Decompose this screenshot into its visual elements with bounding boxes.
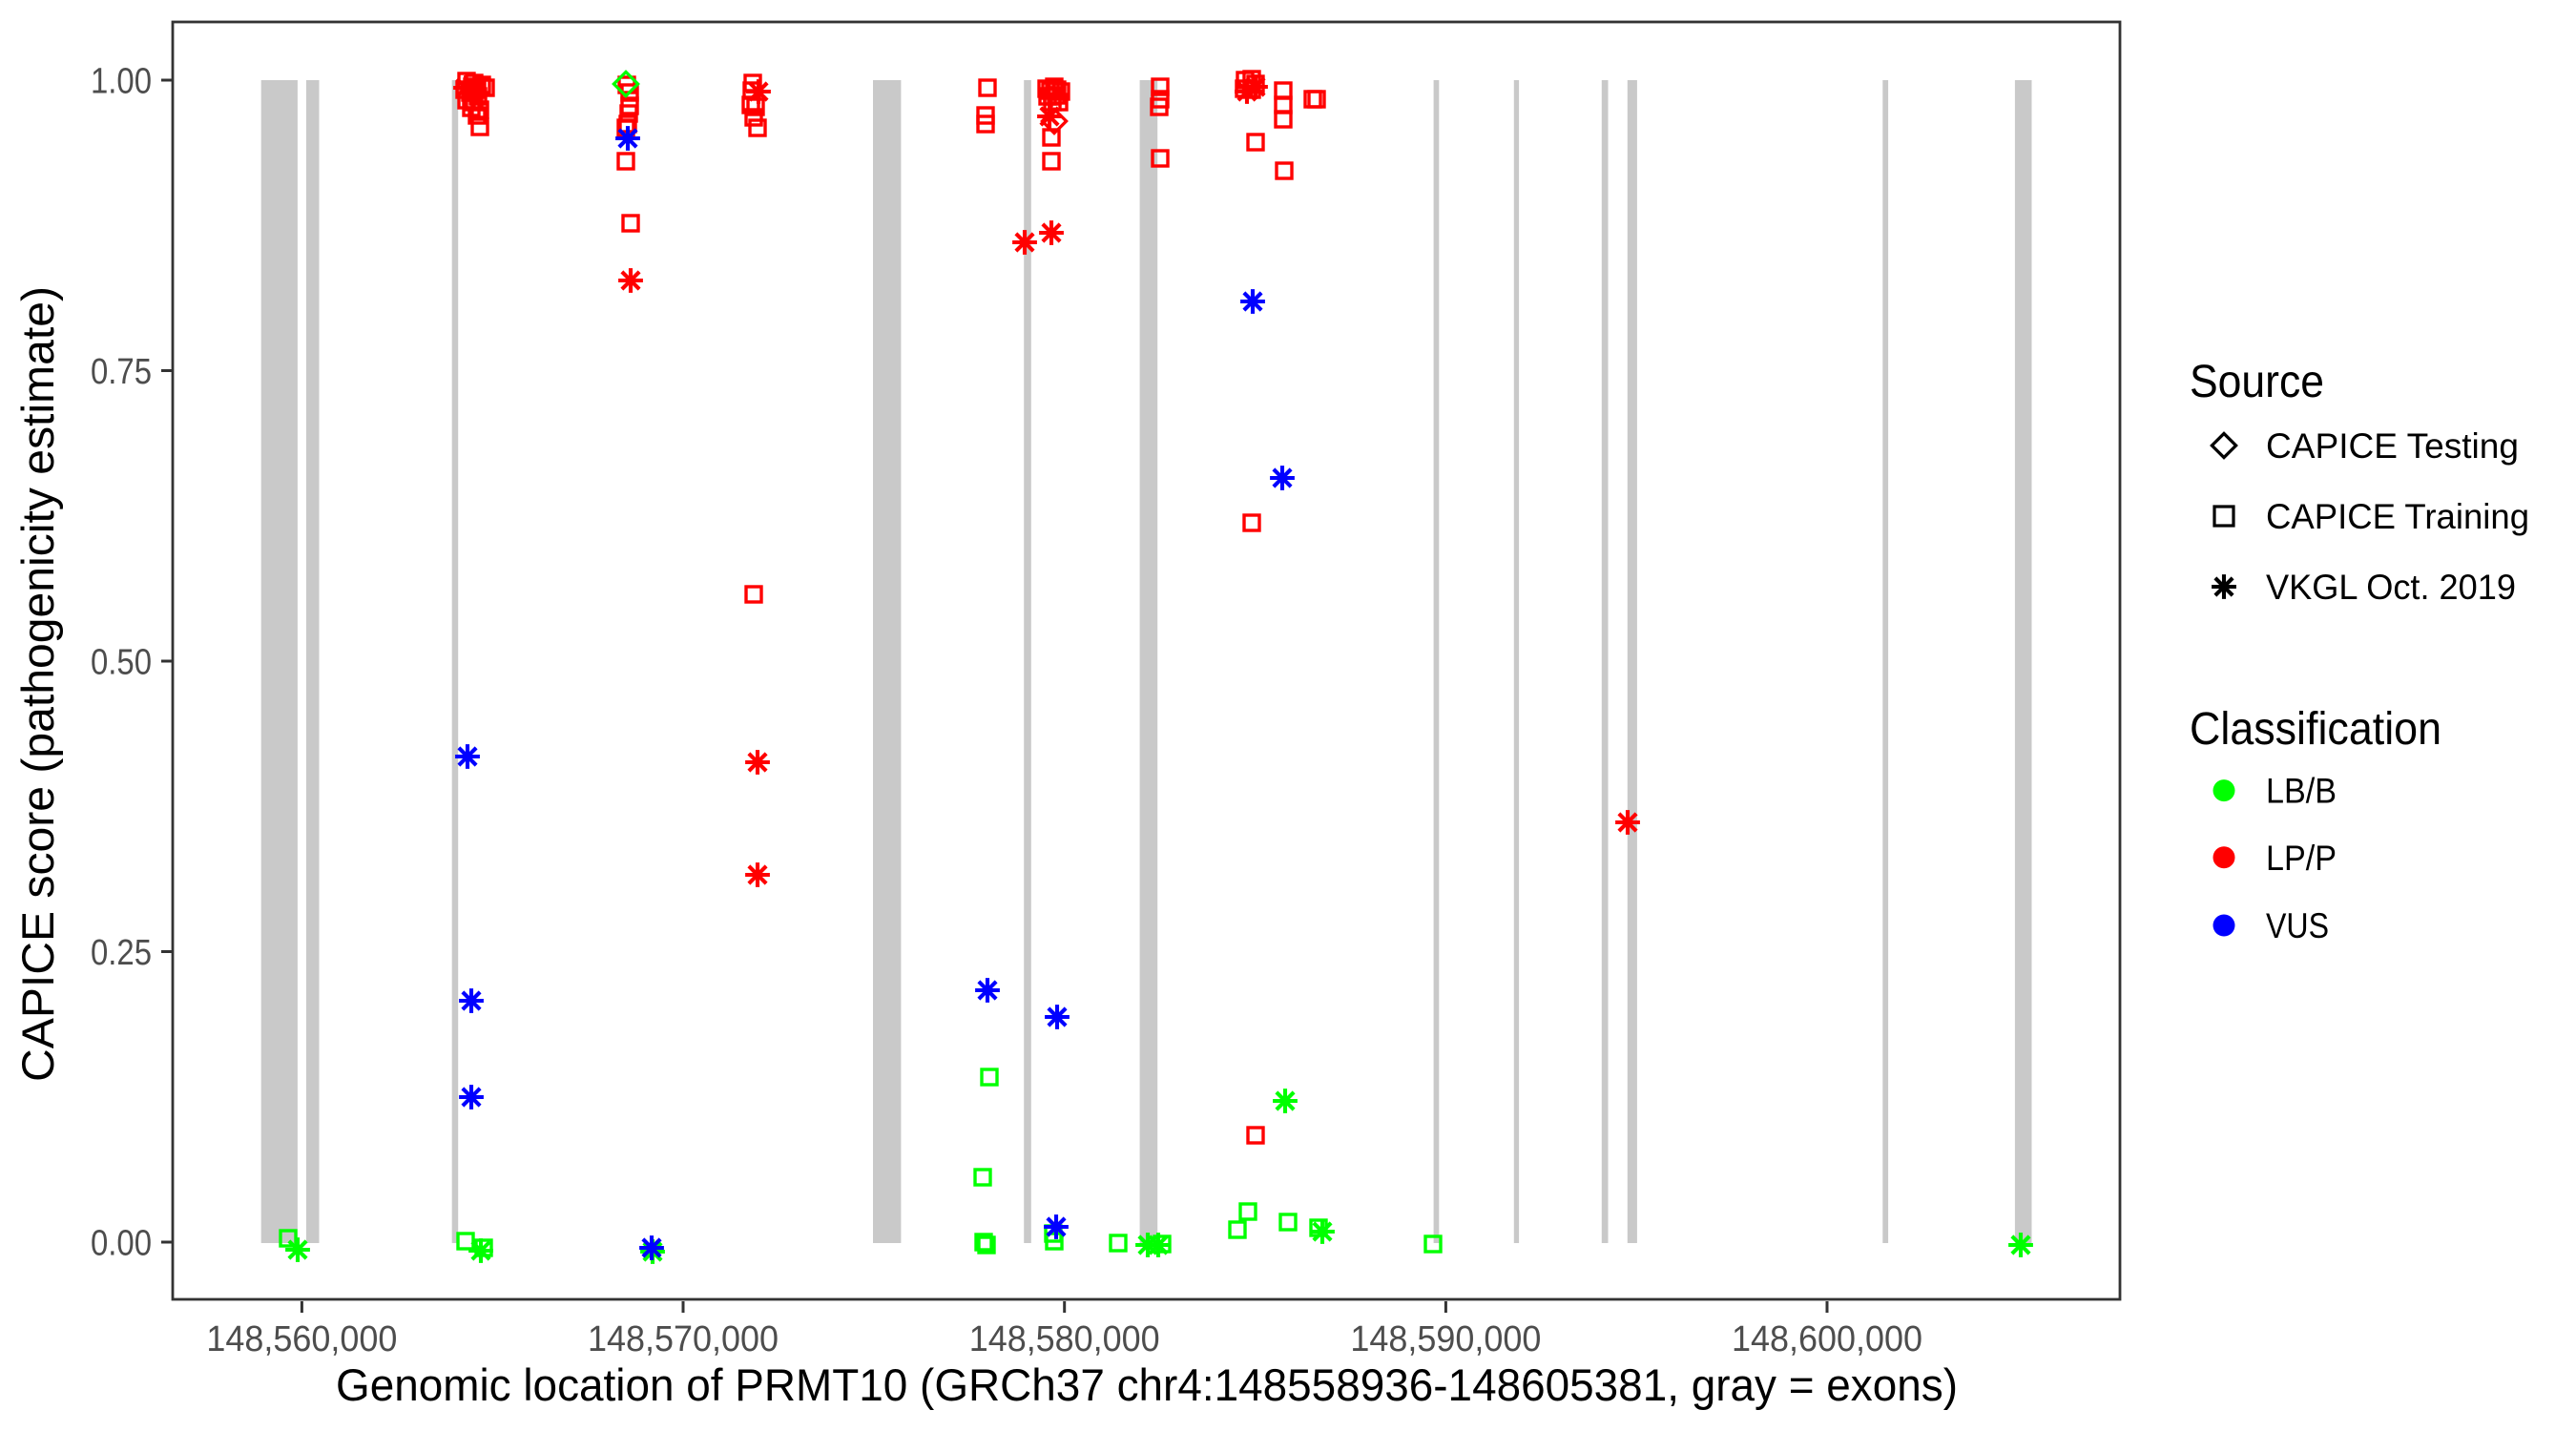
svg-text:148,600,000: 148,600,000 bbox=[1732, 1319, 1922, 1359]
svg-text:LP/P: LP/P bbox=[2266, 839, 2337, 878]
svg-text:VKGL Oct. 2019: VKGL Oct. 2019 bbox=[2266, 568, 2516, 607]
svg-text:CAPICE Training: CAPICE Training bbox=[2266, 497, 2529, 536]
svg-text:0.25: 0.25 bbox=[91, 933, 152, 973]
svg-text:148,560,000: 148,560,000 bbox=[206, 1319, 397, 1359]
svg-text:Genomic location of PRMT10 (GR: Genomic location of PRMT10 (GRCh37 chr4:… bbox=[336, 1359, 1958, 1410]
svg-text:0.00: 0.00 bbox=[91, 1224, 152, 1264]
svg-text:0.50: 0.50 bbox=[91, 643, 152, 683]
svg-text:1.00: 1.00 bbox=[91, 62, 152, 102]
svg-text:CAPICE score (pathogenicity es: CAPICE score (pathogenicity estimate) bbox=[12, 286, 63, 1082]
svg-text:0.75: 0.75 bbox=[91, 352, 152, 392]
svg-text:VUS: VUS bbox=[2266, 906, 2329, 945]
svg-text:148,570,000: 148,570,000 bbox=[588, 1319, 779, 1359]
svg-text:Classification: Classification bbox=[2190, 704, 2441, 755]
svg-text:148,590,000: 148,590,000 bbox=[1350, 1319, 1541, 1359]
svg-text:CAPICE Testing: CAPICE Testing bbox=[2266, 426, 2519, 466]
svg-text:148,580,000: 148,580,000 bbox=[969, 1319, 1160, 1359]
svg-text:LB/B: LB/B bbox=[2266, 772, 2337, 811]
svg-text:Source: Source bbox=[2190, 357, 2324, 407]
